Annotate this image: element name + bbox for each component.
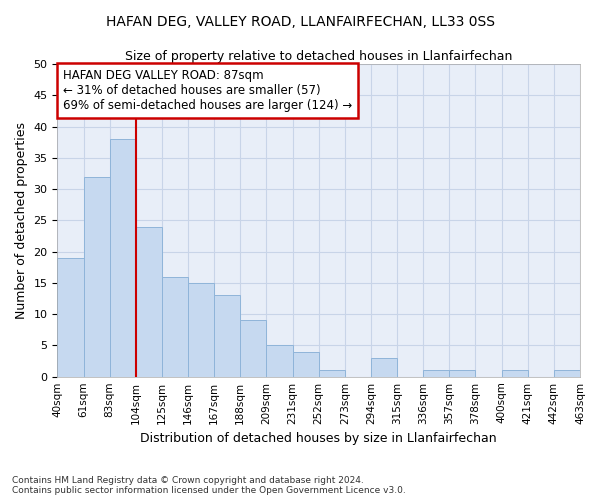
Y-axis label: Number of detached properties: Number of detached properties bbox=[15, 122, 28, 319]
Bar bbox=[188, 283, 214, 376]
Bar bbox=[423, 370, 449, 376]
Bar bbox=[136, 226, 162, 376]
Bar bbox=[241, 320, 266, 376]
Title: Size of property relative to detached houses in Llanfairfechan: Size of property relative to detached ho… bbox=[125, 50, 512, 63]
Bar bbox=[319, 370, 345, 376]
Bar bbox=[162, 276, 188, 376]
Bar bbox=[293, 352, 319, 376]
Bar bbox=[554, 370, 580, 376]
X-axis label: Distribution of detached houses by size in Llanfairfechan: Distribution of detached houses by size … bbox=[140, 432, 497, 445]
Bar bbox=[502, 370, 528, 376]
Text: HAFAN DEG, VALLEY ROAD, LLANFAIRFECHAN, LL33 0SS: HAFAN DEG, VALLEY ROAD, LLANFAIRFECHAN, … bbox=[106, 15, 494, 29]
Bar bbox=[83, 176, 110, 376]
Text: Contains HM Land Registry data © Crown copyright and database right 2024.
Contai: Contains HM Land Registry data © Crown c… bbox=[12, 476, 406, 495]
Bar bbox=[371, 358, 397, 376]
Bar bbox=[449, 370, 475, 376]
Bar bbox=[266, 346, 293, 376]
Text: HAFAN DEG VALLEY ROAD: 87sqm
← 31% of detached houses are smaller (57)
69% of se: HAFAN DEG VALLEY ROAD: 87sqm ← 31% of de… bbox=[62, 69, 352, 112]
Bar bbox=[58, 258, 83, 376]
Bar bbox=[110, 139, 136, 376]
Bar bbox=[214, 296, 241, 376]
